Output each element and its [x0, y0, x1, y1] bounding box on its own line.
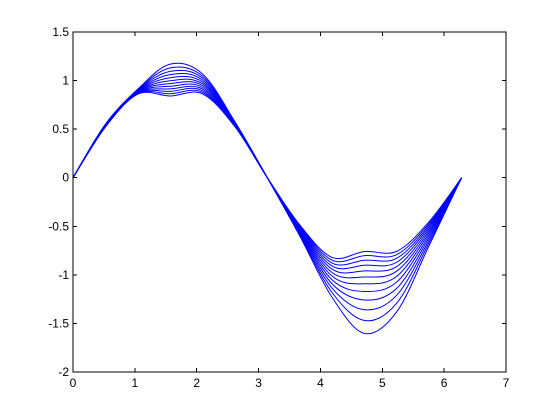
- y-tick-label: -1: [58, 268, 69, 282]
- x-tick-label: 3: [255, 376, 262, 390]
- y-tick-label: -0.5: [48, 219, 69, 233]
- y-tick-label: -1.5: [48, 316, 69, 330]
- y-tick-label: 0: [62, 171, 69, 185]
- x-tick-label: 4: [317, 376, 324, 390]
- y-tick-label: -2: [58, 365, 69, 379]
- series-layer: [72, 62, 463, 335]
- y-tick-label: 1.5: [52, 25, 69, 39]
- series-line-12: [72, 91, 463, 260]
- axes-box: [72, 31, 507, 373]
- tick-layer: 0 1 2 3 4 5 6 7 -2 -1.5 -1 -0.5 0 0.5 1 1.5: [48, 25, 509, 390]
- x-tick-label: 2: [193, 376, 200, 390]
- x-tick-label: 6: [441, 376, 448, 390]
- y-tick-label: 1: [62, 74, 69, 88]
- x-tick-label: 0: [70, 376, 77, 390]
- y-tick-label: 0.5: [52, 122, 69, 136]
- x-tick-label: 5: [379, 376, 386, 390]
- x-tick-label: 1: [132, 376, 139, 390]
- x-tick-label: 7: [503, 376, 510, 390]
- axes-layer: [72, 31, 507, 373]
